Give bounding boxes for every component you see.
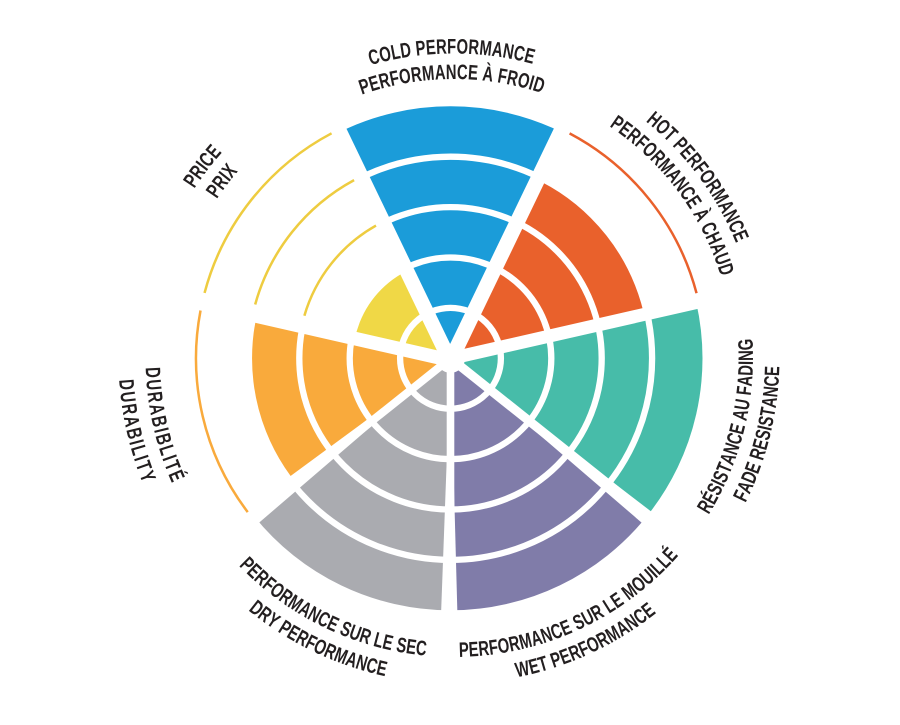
svg-text:U: U — [116, 390, 140, 403]
svg-text:N: N — [501, 39, 516, 64]
svg-text:D: D — [399, 38, 413, 62]
svg-text:N: N — [759, 385, 783, 398]
svg-text:E: E — [425, 36, 437, 60]
svg-text:W: W — [513, 656, 532, 682]
svg-text:R: R — [409, 62, 423, 86]
svg-text:B: B — [147, 414, 172, 429]
svg-text:A: A — [491, 37, 505, 61]
svg-text:F: F — [487, 635, 499, 659]
svg-text:N: N — [734, 350, 757, 361]
svg-text:M: M — [421, 61, 435, 85]
svg-text:F: F — [732, 385, 756, 397]
svg-text:E: E — [467, 61, 478, 85]
svg-text:P: P — [414, 36, 426, 60]
svg-text:P: P — [458, 638, 469, 661]
svg-text:S: S — [395, 633, 409, 658]
svg-text:A: A — [757, 395, 781, 409]
svg-text:C: C — [760, 375, 784, 387]
svg-text:O: O — [377, 42, 393, 67]
svg-text:A: A — [119, 414, 144, 429]
svg-text:E: E — [405, 635, 418, 659]
svg-text:R: R — [143, 390, 167, 404]
svg-text:E: E — [761, 366, 784, 377]
svg-text:I: I — [753, 423, 776, 432]
svg-text:I: I — [158, 452, 181, 464]
svg-text:F: F — [496, 64, 509, 88]
svg-text:À: À — [481, 61, 495, 86]
svg-text:L: L — [389, 40, 402, 64]
svg-text:I: I — [149, 425, 172, 435]
svg-text:F: F — [447, 35, 456, 58]
svg-text:R: R — [468, 35, 480, 59]
svg-text:D: D — [734, 365, 758, 377]
svg-text:U: U — [142, 378, 166, 391]
svg-text:R: R — [505, 66, 520, 91]
svg-text:U: U — [730, 397, 755, 411]
svg-text:A: A — [728, 407, 753, 422]
svg-text:R: R — [477, 637, 490, 661]
svg-text:I: I — [129, 453, 152, 464]
svg-text:I: I — [734, 361, 757, 366]
svg-text:M: M — [517, 628, 535, 653]
svg-text:I: I — [125, 437, 148, 447]
svg-text:C: C — [512, 41, 527, 66]
svg-text:R: R — [117, 402, 142, 416]
svg-text:R: R — [507, 631, 522, 656]
svg-text:M: M — [478, 36, 493, 60]
svg-text:T: T — [756, 406, 780, 419]
svg-text:B: B — [122, 425, 147, 441]
svg-text:A: A — [145, 402, 170, 416]
svg-text:N: N — [446, 60, 457, 83]
svg-text:O: O — [515, 68, 532, 93]
svg-text:C: C — [457, 60, 468, 83]
svg-text:A: A — [733, 375, 757, 387]
svg-text:O: O — [456, 35, 468, 58]
svg-text:I: I — [527, 71, 537, 94]
svg-text:O: O — [397, 64, 412, 89]
svg-text:E: E — [468, 638, 479, 662]
svg-text:O: O — [496, 633, 511, 658]
svg-text:S: S — [754, 414, 779, 428]
svg-text:A: A — [434, 61, 446, 85]
svg-text:G: G — [734, 338, 758, 351]
svg-text:D: D — [141, 367, 165, 379]
svg-text:C: C — [415, 636, 428, 660]
svg-text:R: R — [436, 35, 448, 59]
svg-text:D: D — [115, 378, 139, 391]
